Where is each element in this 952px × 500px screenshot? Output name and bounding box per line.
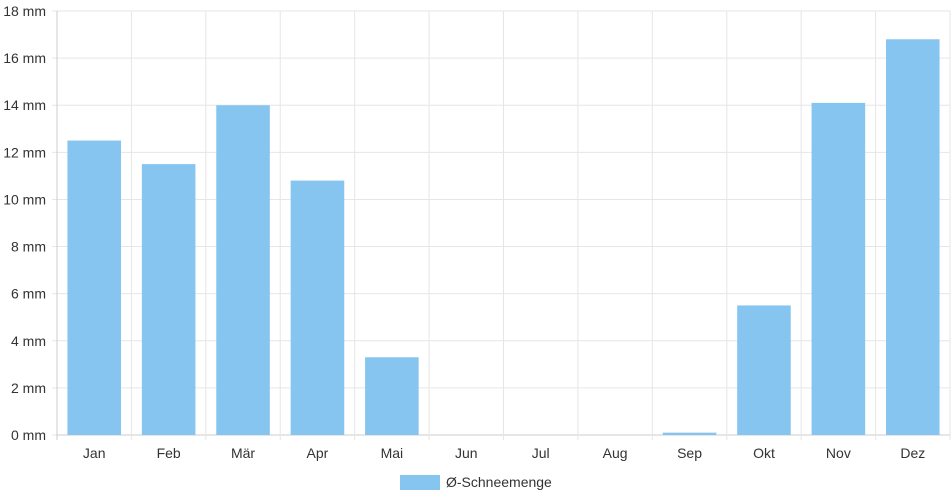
bar-mai[interactable] (365, 357, 419, 435)
bar-okt[interactable] (737, 305, 791, 435)
y-tick-label: 12 mm (3, 144, 46, 160)
bar-apr[interactable] (290, 180, 345, 435)
x-tick-label: Apr (307, 445, 329, 461)
x-tick-label: Dez (900, 445, 925, 461)
grid-lines (52, 10, 951, 440)
y-tick-label: 16 mm (3, 50, 46, 66)
bar-nov[interactable] (811, 102, 866, 435)
bars (67, 39, 940, 436)
y-tick-label: 18 mm (3, 3, 46, 19)
y-axis-ticks: 0 mm 2 mm 4 mm 6 mm 8 mm 10 mm 12 mm 14 mm 16 mm… (3, 3, 46, 443)
x-tick-label: Nov (826, 445, 851, 461)
bar-sep[interactable] (662, 432, 717, 435)
x-tick-label: Sep (677, 445, 702, 461)
y-tick-label: 6 mm (11, 286, 46, 302)
y-tick-label: 14 mm (3, 97, 46, 113)
y-tick-label: 4 mm (11, 333, 46, 349)
legend[interactable]: Ø-Schneemenge (400, 474, 552, 490)
x-tick-label: Okt (753, 445, 775, 461)
y-tick-label: 10 mm (3, 191, 46, 207)
bar-mär[interactable] (216, 105, 270, 435)
x-tick-label: Mär (231, 445, 255, 461)
bar-feb[interactable] (141, 164, 196, 435)
x-tick-label: Jan (83, 445, 106, 461)
bar-dez[interactable] (886, 39, 940, 436)
y-tick-label: 2 mm (11, 380, 46, 396)
y-tick-label: 0 mm (11, 427, 46, 443)
legend-swatch[interactable] (400, 475, 440, 490)
legend-label[interactable]: Ø-Schneemenge (446, 474, 552, 490)
y-tick-label: 8 mm (11, 239, 46, 255)
x-tick-label: Jul (532, 445, 550, 461)
x-tick-label: Mai (381, 445, 404, 461)
x-tick-label: Jun (455, 445, 478, 461)
x-tick-label: Feb (157, 445, 181, 461)
bar-jan[interactable] (67, 140, 121, 436)
x-axis-ticks: Jan Feb Mär Apr Mai Jun Jul Aug Sep Okt Nov Dez (83, 445, 925, 461)
x-tick-label: Aug (603, 445, 628, 461)
